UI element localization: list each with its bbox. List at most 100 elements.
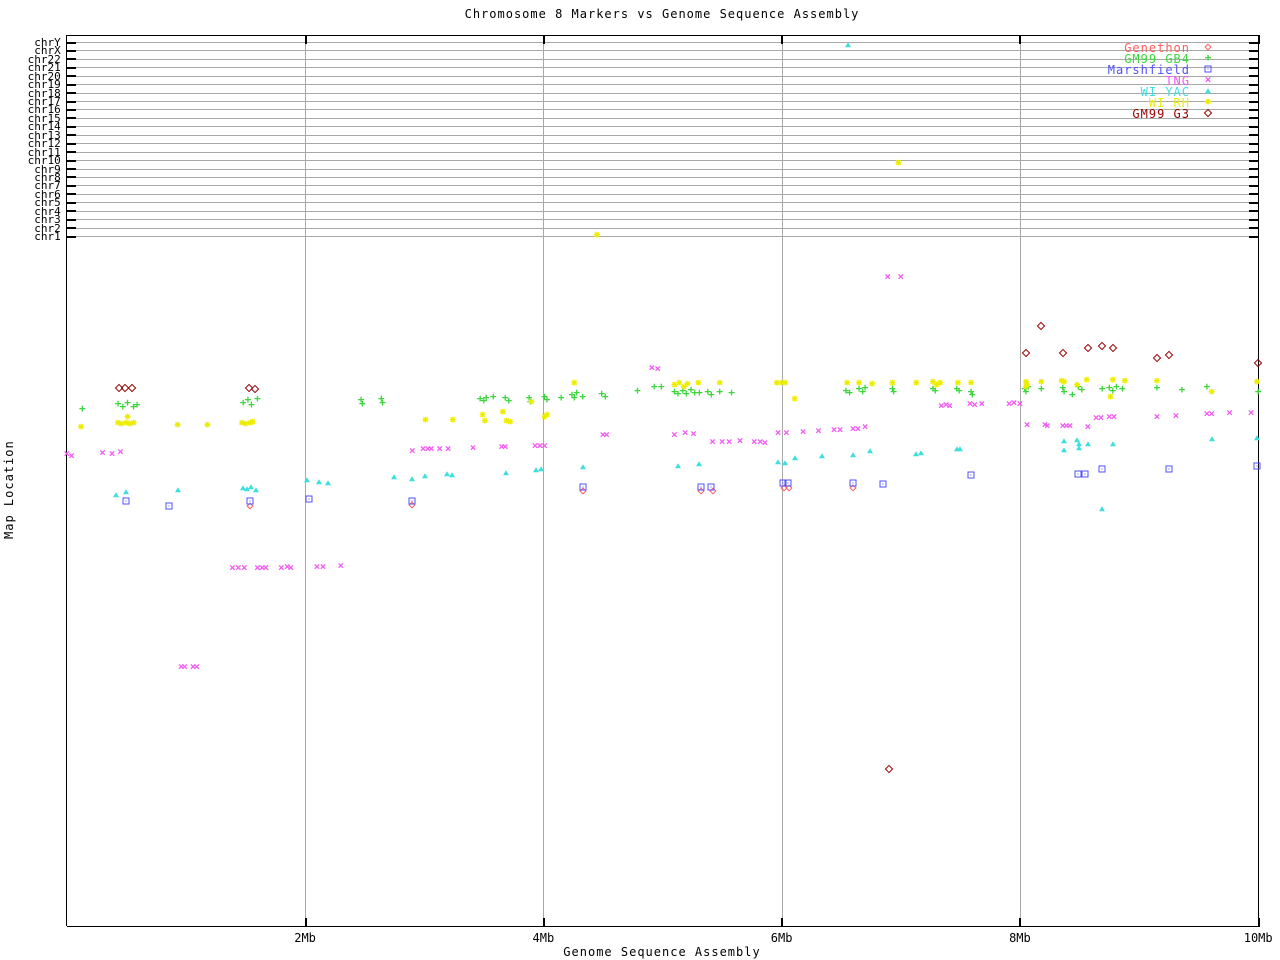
y-tick-left	[66, 125, 76, 128]
y-tick-left	[66, 168, 76, 171]
y-tick-left	[66, 184, 76, 187]
x-tick-label: 6Mb	[770, 931, 793, 945]
data-point-dia	[1203, 108, 1213, 118]
chromosome-gridline	[66, 84, 1259, 86]
data-point-tri	[1061, 438, 1067, 444]
mb-gridline	[781, 35, 783, 926]
y-tick-left	[66, 75, 76, 78]
data-point-tri	[1061, 447, 1067, 453]
y-tick-left	[66, 235, 76, 238]
x-tick-label: 10Mb	[1243, 931, 1273, 945]
data-point-dia	[884, 764, 894, 774]
y-tick-left	[66, 49, 76, 52]
legend-item-gm99-g3: GM99 G3	[1132, 103, 1220, 121]
plot-frame-bottom	[66, 926, 1259, 927]
chart-title: Chromosome 8 Markers vs Genome Sequence …	[464, 7, 860, 21]
data-point-sq	[122, 497, 130, 505]
chromosome-gridline	[66, 75, 1259, 77]
x-axis-label: Genome Sequence Assembly	[563, 945, 761, 959]
chromosome-gridline	[66, 210, 1259, 212]
chromosome-gridline	[66, 117, 1259, 119]
y-tick-label: chr5	[34, 196, 61, 210]
y-tick-label: chr7	[34, 179, 61, 193]
legend-marker-icon	[1190, 86, 1220, 97]
data-point-tri	[503, 470, 510, 476]
chromosome-gridline	[66, 219, 1259, 221]
data-point-sq	[707, 483, 715, 491]
y-tick-right	[1249, 75, 1259, 78]
y-tick-right	[1249, 134, 1259, 137]
legend-label: GM99 GB4	[1124, 51, 1190, 66]
data-point-sq	[849, 479, 857, 487]
data-point-tri	[866, 448, 873, 454]
data-point-tri	[791, 455, 798, 461]
y-tick-label: chr12	[27, 137, 61, 151]
data-point-sq	[879, 480, 887, 488]
x-tick-top	[781, 35, 784, 44]
y-tick-left	[66, 159, 76, 162]
legend-marker-icon: ×	[1204, 73, 1212, 86]
y-tick-label: chr16	[27, 103, 61, 117]
y-tick-label: chr1	[34, 230, 61, 243]
y-tick-left	[66, 218, 76, 221]
y-tick-label: chrY	[34, 36, 61, 49]
data-point-tri	[112, 492, 119, 498]
chromosome-gridline	[66, 126, 1259, 128]
y-tick-right	[1249, 41, 1259, 44]
data-point-tri	[850, 452, 857, 458]
y-tick-right	[1249, 92, 1259, 95]
y-tick-label: chr6	[34, 187, 61, 201]
mb-gridline	[543, 35, 545, 926]
data-point-tri	[443, 471, 450, 477]
y-tick-left	[66, 108, 76, 111]
y-tick-label: chr20	[27, 69, 61, 83]
chromosome-gridline	[66, 101, 1259, 103]
y-tick-right	[1249, 193, 1259, 196]
x-tick-top	[1019, 35, 1022, 44]
data-point-tri	[409, 476, 416, 482]
chromosome-gridline	[66, 58, 1259, 60]
legend-marker-icon: + ×	[1204, 95, 1212, 108]
chromosome-gridline	[66, 168, 1259, 170]
y-tick-left	[66, 176, 76, 179]
chromosome-gridline	[66, 236, 1259, 237]
data-point-sq	[967, 471, 975, 479]
data-point-tri	[918, 450, 925, 456]
data-point-tri	[845, 42, 852, 48]
chromosome-gridline	[66, 227, 1259, 229]
y-axis-label: Map Location	[2, 440, 16, 540]
y-tick-right	[1249, 49, 1259, 52]
data-point-tri	[913, 451, 920, 457]
data-point-tri	[533, 467, 540, 473]
data-point-dia	[1152, 353, 1162, 363]
y-tick-right	[1249, 83, 1259, 86]
y-tick-right	[1249, 151, 1259, 154]
data-point-sq	[697, 483, 705, 491]
chromosome-gridline	[66, 134, 1259, 136]
y-tick-right	[1249, 235, 1259, 238]
y-tick-label: chr2	[34, 221, 61, 235]
data-point-tri	[1084, 441, 1091, 447]
data-point-sq	[1098, 465, 1106, 473]
data-point-tri	[448, 472, 455, 478]
chromosome-gridline	[66, 42, 1259, 43]
data-point-tri	[1109, 441, 1116, 447]
chromosome-gridline	[66, 185, 1259, 187]
legend-item-tng: TNG ×	[1165, 70, 1220, 88]
data-point-tri	[1254, 435, 1260, 441]
chromosome-gridline	[66, 151, 1259, 153]
data-point-tri	[1074, 437, 1081, 443]
y-tick-left	[66, 193, 76, 196]
data-point-sq	[246, 497, 254, 505]
x-tick-top	[1257, 35, 1260, 44]
y-tick-right	[1249, 125, 1259, 128]
legend-label: Genethon	[1124, 40, 1190, 55]
x-tick-bottom	[542, 918, 545, 927]
legend-item-gm99-gb4: GM99 GB4 +	[1124, 48, 1220, 66]
data-point-dia	[1108, 343, 1118, 353]
y-tick-left	[66, 210, 76, 213]
data-point-tri	[957, 446, 964, 452]
y-tick-label: chr19	[27, 78, 61, 92]
y-tick-right	[1249, 184, 1259, 187]
